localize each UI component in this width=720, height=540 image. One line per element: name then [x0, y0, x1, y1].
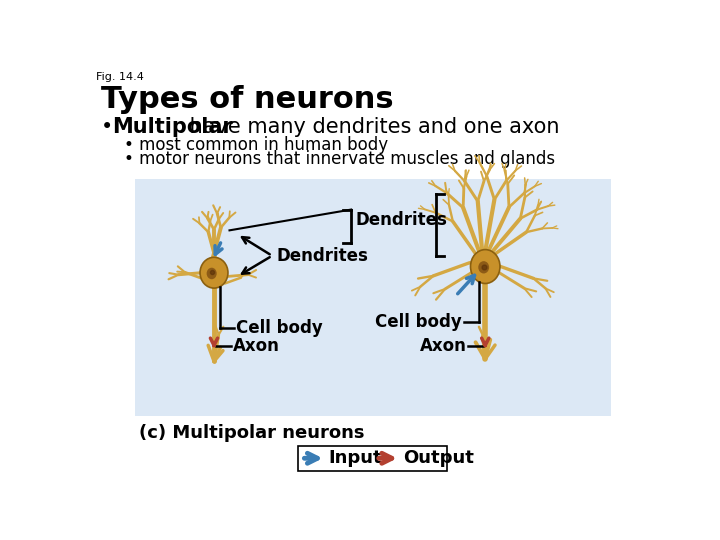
Text: Types of neurons: Types of neurons: [101, 85, 393, 114]
Ellipse shape: [478, 261, 489, 273]
Text: Cell body: Cell body: [235, 319, 323, 337]
Bar: [297, 446, 446, 470]
Text: Fig. 14.4: Fig. 14.4: [96, 72, 144, 83]
Text: Axon: Axon: [233, 337, 279, 355]
Text: Dendrites: Dendrites: [276, 247, 368, 265]
Text: • most common in human body: • most common in human body: [124, 136, 388, 154]
Ellipse shape: [200, 257, 228, 288]
Ellipse shape: [471, 249, 500, 284]
Text: Output: Output: [403, 449, 474, 467]
Text: •: •: [101, 117, 113, 137]
Ellipse shape: [207, 268, 217, 279]
Text: Dendrites: Dendrites: [356, 211, 448, 230]
Bar: [135, 179, 611, 416]
Text: Input: Input: [329, 449, 382, 467]
Text: • motor neurons that innervate muscles and glands: • motor neurons that innervate muscles a…: [124, 150, 555, 167]
Text: Axon: Axon: [420, 337, 467, 355]
Text: Multipolar: Multipolar: [112, 117, 233, 137]
Text: (c) Multipolar neurons: (c) Multipolar neurons: [139, 423, 364, 442]
Text: have many dendrites and one axon: have many dendrites and one axon: [183, 117, 559, 137]
Text: Cell body: Cell body: [375, 313, 462, 331]
